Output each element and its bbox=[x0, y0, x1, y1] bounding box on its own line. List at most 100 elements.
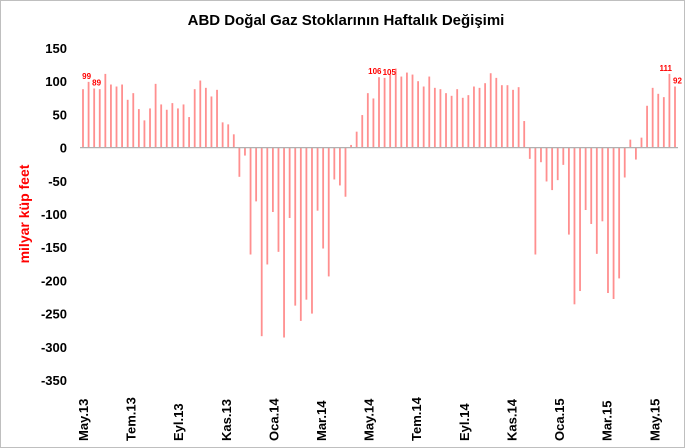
data-label: 89 bbox=[92, 79, 101, 88]
y-tick-label: 0 bbox=[60, 141, 67, 156]
bar bbox=[601, 147, 604, 222]
data-label: 92 bbox=[673, 77, 682, 86]
data-label: 99 bbox=[82, 72, 91, 81]
bar bbox=[372, 98, 375, 148]
y-tick-label: -150 bbox=[41, 240, 67, 255]
bar bbox=[137, 109, 140, 148]
bar bbox=[283, 147, 285, 338]
bar bbox=[411, 74, 414, 148]
bar bbox=[651, 87, 654, 148]
bar bbox=[383, 77, 386, 148]
bar bbox=[668, 73, 671, 148]
bar bbox=[171, 103, 174, 148]
x-tick-label: Eyl.13 bbox=[171, 403, 186, 441]
y-tick-label: 100 bbox=[45, 74, 67, 89]
y-tick-label: -200 bbox=[41, 273, 67, 288]
x-tick-label: Kas.13 bbox=[219, 399, 234, 441]
bar bbox=[104, 73, 107, 148]
bar bbox=[255, 147, 258, 202]
bar bbox=[154, 83, 157, 148]
bar bbox=[394, 68, 397, 148]
bar bbox=[618, 147, 621, 279]
bar bbox=[635, 147, 637, 160]
bar bbox=[221, 122, 224, 148]
bar bbox=[216, 89, 218, 148]
bar bbox=[249, 147, 252, 255]
bar bbox=[428, 76, 431, 148]
bar bbox=[294, 147, 297, 306]
bar bbox=[495, 77, 498, 148]
bar bbox=[110, 84, 112, 148]
bar bbox=[640, 137, 643, 148]
bar bbox=[350, 144, 352, 148]
bar bbox=[271, 147, 274, 213]
bar bbox=[417, 81, 419, 148]
y-tick-label: -50 bbox=[48, 174, 67, 189]
bar bbox=[422, 86, 425, 148]
bar bbox=[260, 147, 263, 337]
bar bbox=[87, 81, 90, 148]
x-tick-label: Oca.15 bbox=[552, 398, 567, 441]
bar bbox=[607, 147, 609, 294]
bar bbox=[82, 89, 84, 148]
bar bbox=[646, 105, 648, 148]
bar bbox=[506, 85, 509, 148]
bar bbox=[478, 87, 481, 148]
bar bbox=[333, 147, 336, 180]
bar bbox=[517, 87, 520, 148]
bar bbox=[204, 87, 207, 148]
x-tick-label: May.14 bbox=[362, 398, 377, 441]
bar bbox=[266, 147, 269, 265]
bar bbox=[528, 147, 531, 159]
bar bbox=[299, 147, 302, 321]
bar bbox=[433, 87, 436, 148]
bar bbox=[339, 147, 341, 186]
x-tick-label: Tem.13 bbox=[124, 397, 139, 441]
bar bbox=[484, 83, 487, 148]
bar bbox=[344, 147, 347, 197]
bar bbox=[551, 147, 554, 191]
bar bbox=[305, 147, 308, 300]
data-label: 106 bbox=[368, 67, 382, 76]
y-axis-label: milyar küp feet bbox=[16, 164, 32, 263]
bar bbox=[590, 147, 593, 224]
bar bbox=[177, 108, 179, 148]
bar bbox=[311, 147, 313, 314]
bar bbox=[556, 147, 559, 181]
bar bbox=[115, 86, 118, 148]
x-tick-label: Tem.14 bbox=[409, 396, 424, 441]
bar bbox=[232, 134, 235, 148]
x-tick-label: May.15 bbox=[647, 399, 662, 441]
bar bbox=[227, 124, 230, 148]
y-tick-label: 50 bbox=[53, 107, 67, 122]
bar bbox=[121, 84, 123, 148]
bar bbox=[545, 147, 548, 182]
x-tick-label: May.13 bbox=[76, 399, 91, 441]
bar bbox=[473, 86, 475, 148]
bar bbox=[662, 97, 665, 148]
bar bbox=[277, 147, 280, 252]
bar bbox=[355, 131, 358, 148]
bar bbox=[595, 147, 598, 254]
bar bbox=[98, 89, 101, 148]
bar bbox=[540, 147, 542, 163]
bar bbox=[93, 88, 96, 148]
bar bbox=[210, 96, 213, 148]
bar bbox=[612, 147, 615, 299]
y-tick-label: 150 bbox=[45, 41, 67, 56]
bar bbox=[188, 117, 191, 148]
bar bbox=[523, 121, 526, 148]
bar bbox=[456, 89, 459, 148]
bar bbox=[244, 147, 246, 156]
bar bbox=[361, 115, 364, 148]
chart-title: ABD Doğal Gaz Stoklarının Haftalık Değiş… bbox=[188, 12, 505, 29]
bar bbox=[439, 89, 442, 148]
bar bbox=[182, 104, 185, 148]
bar bbox=[623, 147, 626, 178]
x-tick-label: Kas.14 bbox=[504, 398, 519, 441]
bar bbox=[193, 89, 196, 148]
bar bbox=[657, 93, 660, 148]
bar bbox=[165, 109, 168, 148]
